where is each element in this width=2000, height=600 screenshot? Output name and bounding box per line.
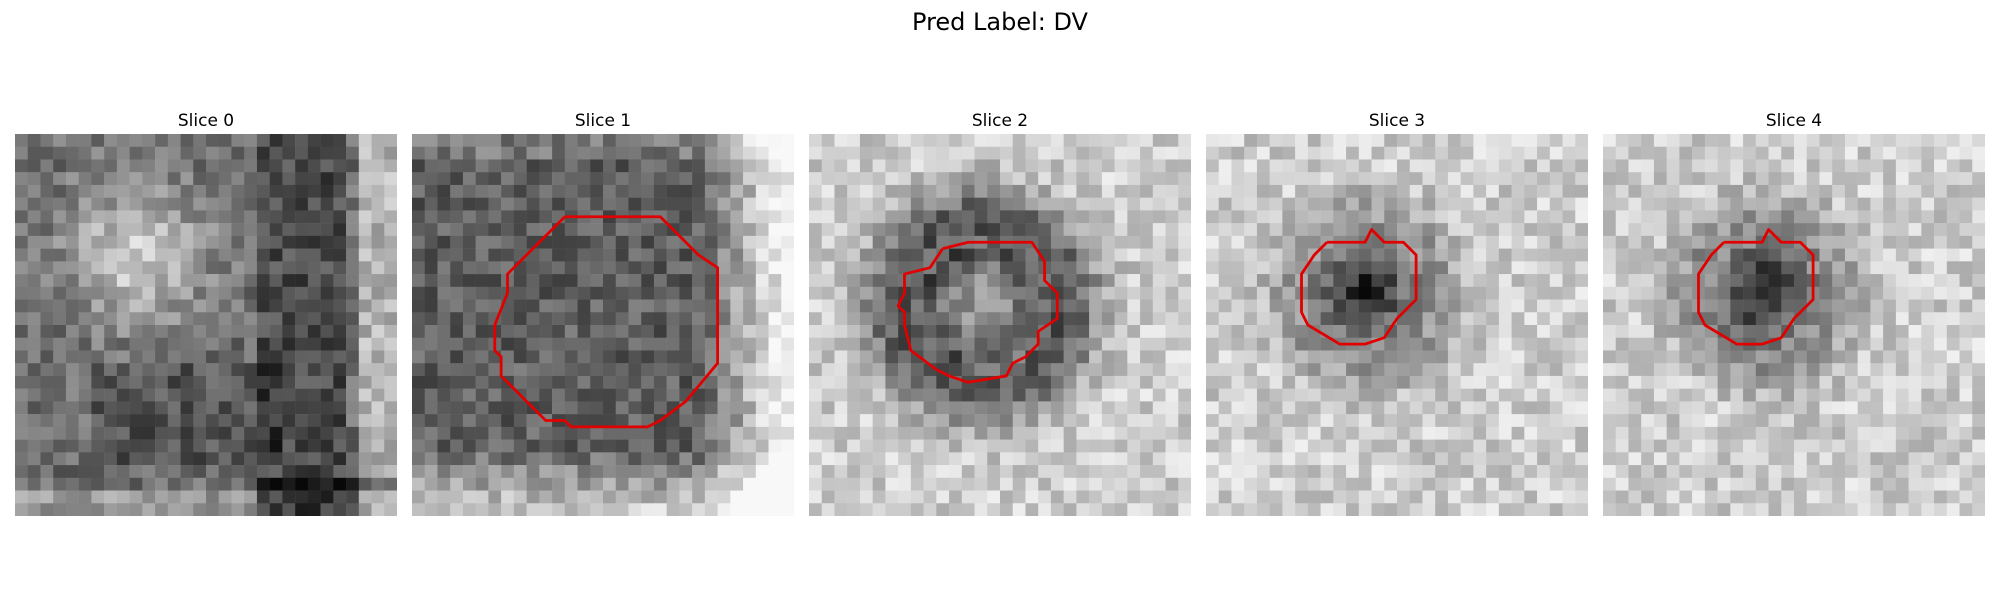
slice-image-4	[1603, 134, 1985, 516]
slice-image-2	[809, 134, 1191, 516]
pixel-grid	[1206, 134, 1588, 516]
slice-image-1-svg	[412, 134, 794, 516]
slice-image-3	[1206, 134, 1588, 516]
slice-panel-1: Slice 1	[412, 110, 794, 520]
slice-title-2: Slice 2	[971, 111, 1029, 131]
slice-title-3: Slice 3	[1368, 111, 1426, 131]
slice-title-0: Slice 0	[177, 111, 235, 131]
segmentation-contour-3	[1300, 228, 1418, 346]
slice-panel-0: Slice 0	[15, 110, 397, 520]
segmentation-contour-1	[493, 215, 720, 429]
slice-image-4-svg	[1603, 134, 1985, 516]
slice-image-1	[412, 134, 794, 516]
pixel-grid	[1603, 134, 1985, 516]
slice-title-1: Slice 1	[574, 111, 632, 131]
slice-panel-2: Slice 2	[809, 110, 1191, 520]
slice-image-0-svg	[15, 134, 397, 516]
slice-image-0	[15, 134, 397, 516]
slice-title-4: Slice 4	[1765, 111, 1823, 131]
pixel-grid	[15, 134, 397, 516]
figure-title: Pred Label: DV	[912, 8, 1088, 36]
segmentation-contour-4	[1697, 228, 1815, 346]
slice-image-3-svg	[1206, 134, 1588, 516]
slice-image-2-svg	[809, 134, 1191, 516]
slice-panel-4: Slice 4	[1603, 110, 1985, 520]
pixel-grid	[809, 134, 1191, 516]
segmentation-contour-2	[896, 240, 1059, 384]
pixel-grid	[412, 134, 794, 516]
slice-panel-3: Slice 3	[1206, 110, 1588, 520]
